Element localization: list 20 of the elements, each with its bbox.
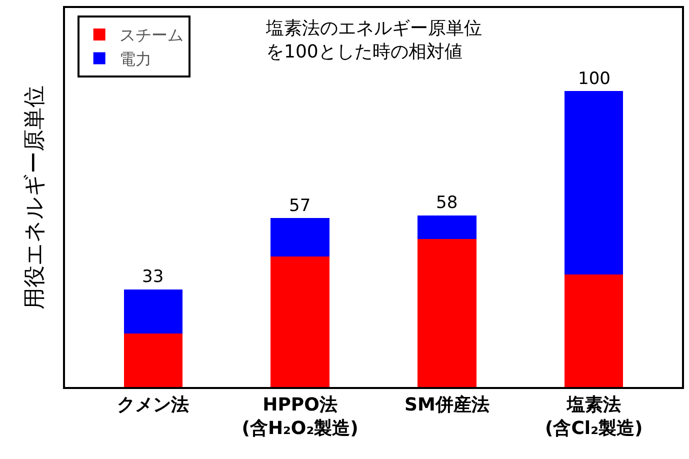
bar xyxy=(564,90,624,274)
x-tick-label: 塩素法 (含Cl₂製造) xyxy=(545,394,643,439)
y-axis-title: 用役エネルギー原単位 xyxy=(22,86,48,310)
total-label: 58 xyxy=(436,193,458,213)
legend-label: 電力 xyxy=(119,50,152,69)
total-label: 33 xyxy=(142,267,164,287)
bar xyxy=(124,289,183,334)
x-tick-label: クメン法 xyxy=(117,394,190,416)
bar xyxy=(124,334,183,387)
bar xyxy=(418,238,476,387)
bar xyxy=(564,274,624,387)
total-label: 57 xyxy=(289,196,311,216)
bar xyxy=(270,256,330,387)
text: 塩素法のエネルギー原単位を100とした時の相対値 xyxy=(265,18,482,62)
bar xyxy=(270,218,330,257)
bar xyxy=(418,215,476,239)
legend-label: スチーム xyxy=(119,26,184,45)
total-label: 100 xyxy=(578,69,610,89)
x-tick-label: SM併産法 xyxy=(404,394,490,416)
x-tick-label: HPPO法 (含H₂O₂製造) xyxy=(242,394,358,439)
